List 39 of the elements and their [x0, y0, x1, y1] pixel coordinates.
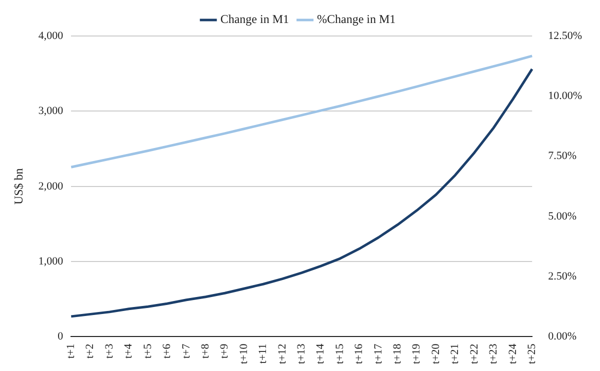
y-tick-label: 1,000	[38, 255, 64, 268]
x-tick-label: t+10	[238, 343, 250, 364]
x-tick-label: t+17	[372, 343, 384, 364]
x-tick-label: t+23	[488, 343, 500, 364]
y-tick-label: 4,000	[38, 30, 64, 42]
x-tick-label: t+24	[506, 343, 519, 364]
x-tick-label: t+25	[526, 343, 538, 364]
x-tick-label: t+14	[314, 343, 327, 364]
y2-tick-label: 10.00%	[548, 90, 582, 102]
x-tick-label: t+5	[142, 343, 154, 359]
x-tick-label: t+18	[392, 343, 404, 364]
x-tick-label: t+16	[353, 343, 366, 364]
y2-tick-label: 5.00%	[548, 210, 577, 222]
y-axis-title: US$ bn	[11, 168, 26, 205]
x-tick-label: t+12	[276, 344, 288, 364]
y2-tick-label: 7.50%	[548, 150, 577, 162]
legend-label: Change in M1	[220, 12, 290, 26]
legend-label: %Change in M1	[317, 12, 396, 26]
x-tick-label: t+1	[65, 344, 78, 359]
x-tick-label: t+15	[334, 343, 346, 364]
x-tick-label: t+3	[103, 343, 116, 359]
x-tick-label: t+21	[449, 344, 462, 364]
x-tick-label: t+19	[410, 343, 423, 364]
x-tick-label: t+22	[468, 344, 480, 364]
x-tick-label: t+6	[161, 343, 174, 359]
x-tick-label: t+8	[199, 343, 212, 359]
y2-tick-label: 0.00%	[548, 330, 577, 343]
x-tick-label: t+20	[430, 343, 442, 364]
x-tick-label: t+4	[122, 343, 135, 359]
x-tick-label: t+7	[180, 343, 192, 359]
x-tick-label: t+13	[296, 343, 308, 364]
y2-tick-label: 2.50%	[548, 270, 577, 282]
y2-tick-label: 12.50%	[548, 30, 582, 42]
y-tick-label: 2,000	[38, 180, 64, 192]
x-tick-label: t+11	[257, 344, 270, 364]
x-tick-label: t+9	[218, 343, 231, 359]
y-tick-label: 0	[58, 330, 64, 343]
y-tick-label: 3,000	[38, 105, 64, 118]
x-tick-label: t+2	[84, 344, 96, 359]
